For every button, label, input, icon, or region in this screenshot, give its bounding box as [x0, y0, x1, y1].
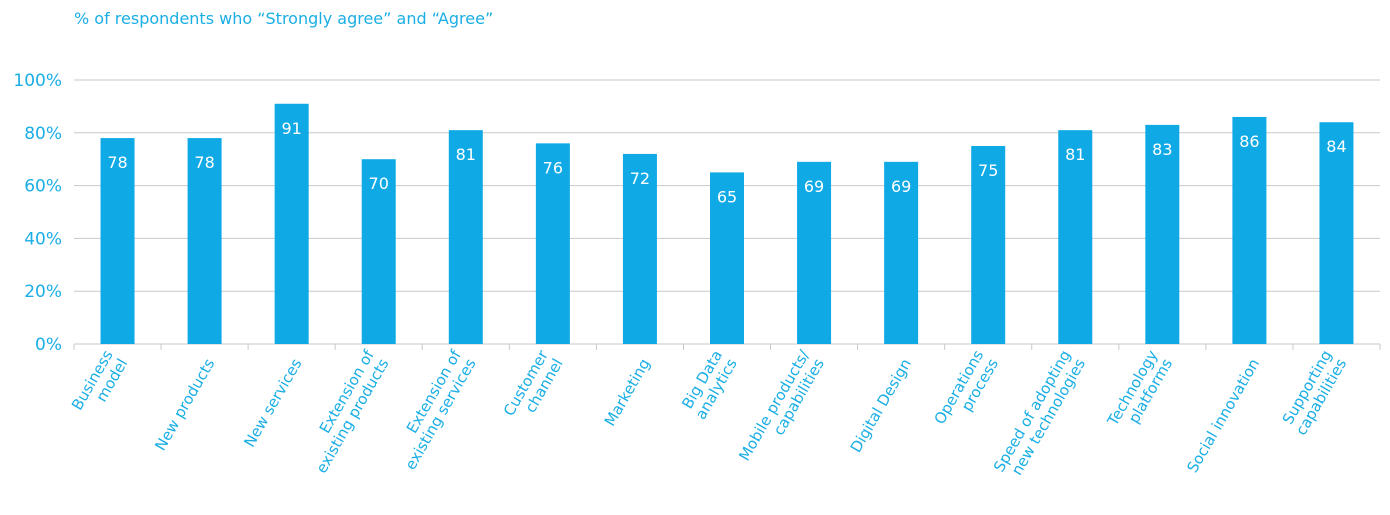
bar-value-label: 72	[630, 169, 650, 188]
bar-value-label: 70	[369, 174, 389, 193]
bar	[187, 138, 222, 344]
category-label: Social innovation	[1183, 356, 1263, 476]
bar	[1145, 124, 1180, 344]
bar-value-label: 78	[194, 153, 214, 172]
category-label-line: New products	[151, 355, 218, 453]
bar-value-label: 91	[281, 119, 301, 138]
bar	[274, 103, 309, 344]
bar	[1058, 130, 1093, 344]
bar	[535, 143, 570, 344]
bar-value-label: 83	[1152, 140, 1172, 159]
category-label: Marketing	[601, 356, 654, 430]
category-label-line: New services	[240, 355, 305, 450]
y-tick-label: 60%	[24, 177, 62, 197]
bar	[100, 138, 135, 344]
category-label-line: Marketing	[601, 356, 654, 430]
y-tick-label: 100%	[13, 71, 62, 91]
bar-layer	[100, 103, 1354, 345]
bar	[361, 159, 396, 344]
bar	[971, 146, 1006, 344]
bar-value-label: 81	[456, 145, 476, 164]
bar	[710, 172, 744, 344]
chart-subtitle: % of respondents who “Strongly agree” an…	[74, 9, 494, 28]
category-label: New services	[240, 355, 305, 450]
bar-value-label: 65	[717, 187, 737, 206]
bar-value-label: 76	[543, 158, 563, 177]
bar-value-label: 78	[107, 153, 127, 172]
y-tick-label: 80%	[24, 124, 62, 144]
bar	[622, 153, 657, 344]
bar-value-label: 86	[1239, 132, 1259, 151]
bar-value-label: 81	[1065, 145, 1085, 164]
category-label: New products	[151, 355, 218, 453]
y-tick-label: 40%	[24, 229, 62, 249]
bar-value-label: 75	[978, 161, 998, 180]
category-label-line: Social innovation	[1183, 356, 1263, 476]
bar	[797, 161, 832, 344]
category-label: Digital Design	[847, 356, 915, 456]
category-label: Mobile products/capabilities	[735, 346, 828, 464]
category-label-line: Digital Design	[847, 356, 915, 456]
bar	[448, 130, 483, 344]
y-tick-label: 20%	[24, 282, 62, 302]
bar	[1232, 116, 1267, 345]
y-tick-label: 0%	[35, 335, 62, 355]
bar-value-label: 69	[804, 177, 824, 196]
bar-value-label: 84	[1326, 137, 1346, 156]
bar	[1319, 122, 1354, 345]
bar-value-label: 69	[891, 177, 911, 196]
bar	[884, 161, 919, 344]
